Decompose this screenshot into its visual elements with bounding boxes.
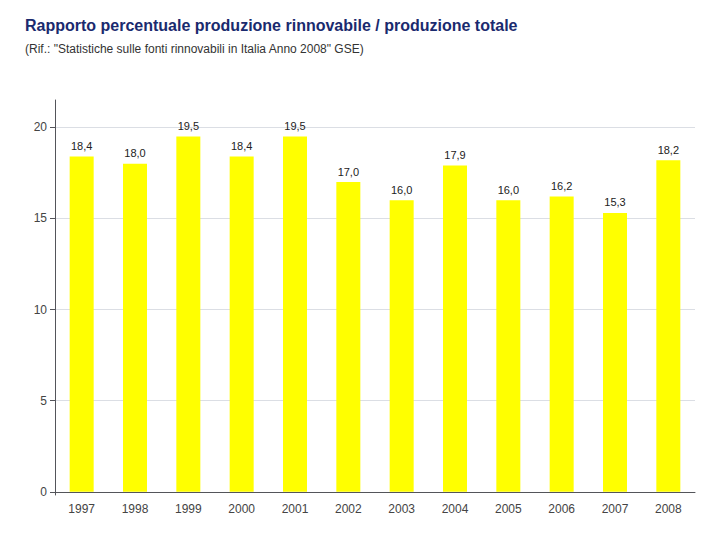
svg-text:19,5: 19,5 — [178, 120, 199, 132]
svg-text:1997: 1997 — [68, 502, 95, 516]
svg-text:16,0: 16,0 — [391, 184, 412, 196]
svg-text:15: 15 — [34, 211, 48, 225]
svg-text:1998: 1998 — [122, 502, 149, 516]
svg-text:2002: 2002 — [335, 502, 362, 516]
svg-text:2005: 2005 — [495, 502, 522, 516]
svg-text:(Rif.: "Statistiche sulle font: (Rif.: "Statistiche sulle fonti rinnovab… — [25, 42, 364, 56]
svg-text:18,4: 18,4 — [71, 140, 92, 152]
svg-text:16,2: 16,2 — [551, 180, 572, 192]
svg-text:10: 10 — [34, 303, 48, 317]
svg-text:0: 0 — [40, 485, 47, 499]
svg-text:2000: 2000 — [228, 502, 255, 516]
svg-text:16,0: 16,0 — [498, 184, 519, 196]
svg-text:Rapporto percentuale produzion: Rapporto percentuale produzione rinnovab… — [25, 17, 518, 34]
svg-text:1999: 1999 — [175, 502, 202, 516]
svg-text:2001: 2001 — [282, 502, 309, 516]
svg-text:5: 5 — [40, 394, 47, 408]
svg-text:2004: 2004 — [442, 502, 469, 516]
svg-text:2007: 2007 — [602, 502, 629, 516]
svg-text:17,9: 17,9 — [444, 149, 465, 161]
svg-text:19,5: 19,5 — [284, 120, 305, 132]
svg-text:15,3: 15,3 — [604, 196, 625, 208]
svg-text:2006: 2006 — [548, 502, 575, 516]
svg-text:18,4: 18,4 — [231, 140, 252, 152]
svg-text:2008: 2008 — [655, 502, 682, 516]
svg-text:17,0: 17,0 — [338, 166, 359, 178]
svg-text:20: 20 — [34, 120, 48, 134]
svg-text:18,2: 18,2 — [658, 144, 679, 156]
svg-text:18,0: 18,0 — [124, 147, 145, 159]
svg-text:2003: 2003 — [388, 502, 415, 516]
